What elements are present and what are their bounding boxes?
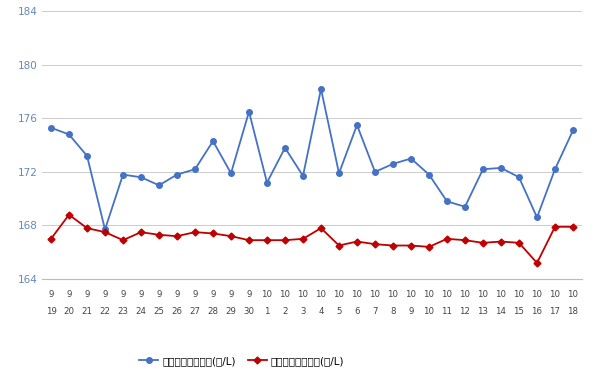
Text: 25: 25 [154, 307, 164, 316]
Text: 10: 10 [442, 290, 452, 299]
Text: 9: 9 [67, 290, 71, 299]
Text: 5: 5 [336, 307, 342, 316]
Text: 2: 2 [282, 307, 288, 316]
Text: 18: 18 [568, 307, 578, 316]
Text: 4: 4 [318, 307, 324, 316]
Text: 10: 10 [334, 290, 344, 299]
Text: 15: 15 [514, 307, 524, 316]
Text: 10: 10 [388, 290, 398, 299]
Text: 9: 9 [409, 307, 413, 316]
Text: 10: 10 [424, 307, 434, 316]
Text: 10: 10 [568, 290, 578, 299]
Text: 9: 9 [247, 290, 251, 299]
Text: 10: 10 [496, 290, 506, 299]
Text: 10: 10 [532, 290, 542, 299]
Text: 9: 9 [211, 290, 215, 299]
Text: 21: 21 [82, 307, 92, 316]
Text: 8: 8 [390, 307, 396, 316]
Text: 6: 6 [354, 307, 360, 316]
Text: 16: 16 [532, 307, 542, 316]
Text: 22: 22 [100, 307, 110, 316]
Text: 23: 23 [118, 307, 128, 316]
Text: 10: 10 [352, 290, 362, 299]
Text: 11: 11 [442, 307, 452, 316]
Text: 26: 26 [172, 307, 182, 316]
Text: 10: 10 [406, 290, 416, 299]
Text: 9: 9 [103, 290, 107, 299]
Text: 9: 9 [49, 290, 53, 299]
Text: 9: 9 [139, 290, 143, 299]
Text: 9: 9 [85, 290, 89, 299]
Text: 10: 10 [460, 290, 470, 299]
Text: 13: 13 [478, 307, 488, 316]
Text: 10: 10 [478, 290, 488, 299]
Text: 19: 19 [46, 307, 56, 316]
Text: 9: 9 [175, 290, 179, 299]
Text: 10: 10 [298, 290, 308, 299]
Text: 30: 30 [244, 307, 254, 316]
Text: 24: 24 [136, 307, 146, 316]
Text: 9: 9 [229, 290, 233, 299]
Text: 3: 3 [300, 307, 306, 316]
Text: 10: 10 [550, 290, 560, 299]
Text: 9: 9 [193, 290, 197, 299]
Text: 10: 10 [514, 290, 524, 299]
Text: 17: 17 [550, 307, 560, 316]
Text: 1: 1 [264, 307, 270, 316]
Text: 9: 9 [157, 290, 161, 299]
Text: 28: 28 [208, 307, 218, 316]
Text: 10: 10 [424, 290, 434, 299]
Text: 27: 27 [190, 307, 200, 316]
Text: 7: 7 [372, 307, 378, 316]
Text: 29: 29 [226, 307, 236, 316]
Text: 14: 14 [496, 307, 506, 316]
Text: 10: 10 [370, 290, 380, 299]
Text: 12: 12 [460, 307, 470, 316]
Text: 20: 20 [64, 307, 74, 316]
Text: 10: 10 [316, 290, 326, 299]
Legend: ハイオク看板価格(円/L), ハイオク実売価格(円/L): ハイオク看板価格(円/L), ハイオク実売価格(円/L) [135, 352, 349, 370]
Text: 10: 10 [262, 290, 272, 299]
Text: 10: 10 [280, 290, 290, 299]
Text: 9: 9 [121, 290, 125, 299]
